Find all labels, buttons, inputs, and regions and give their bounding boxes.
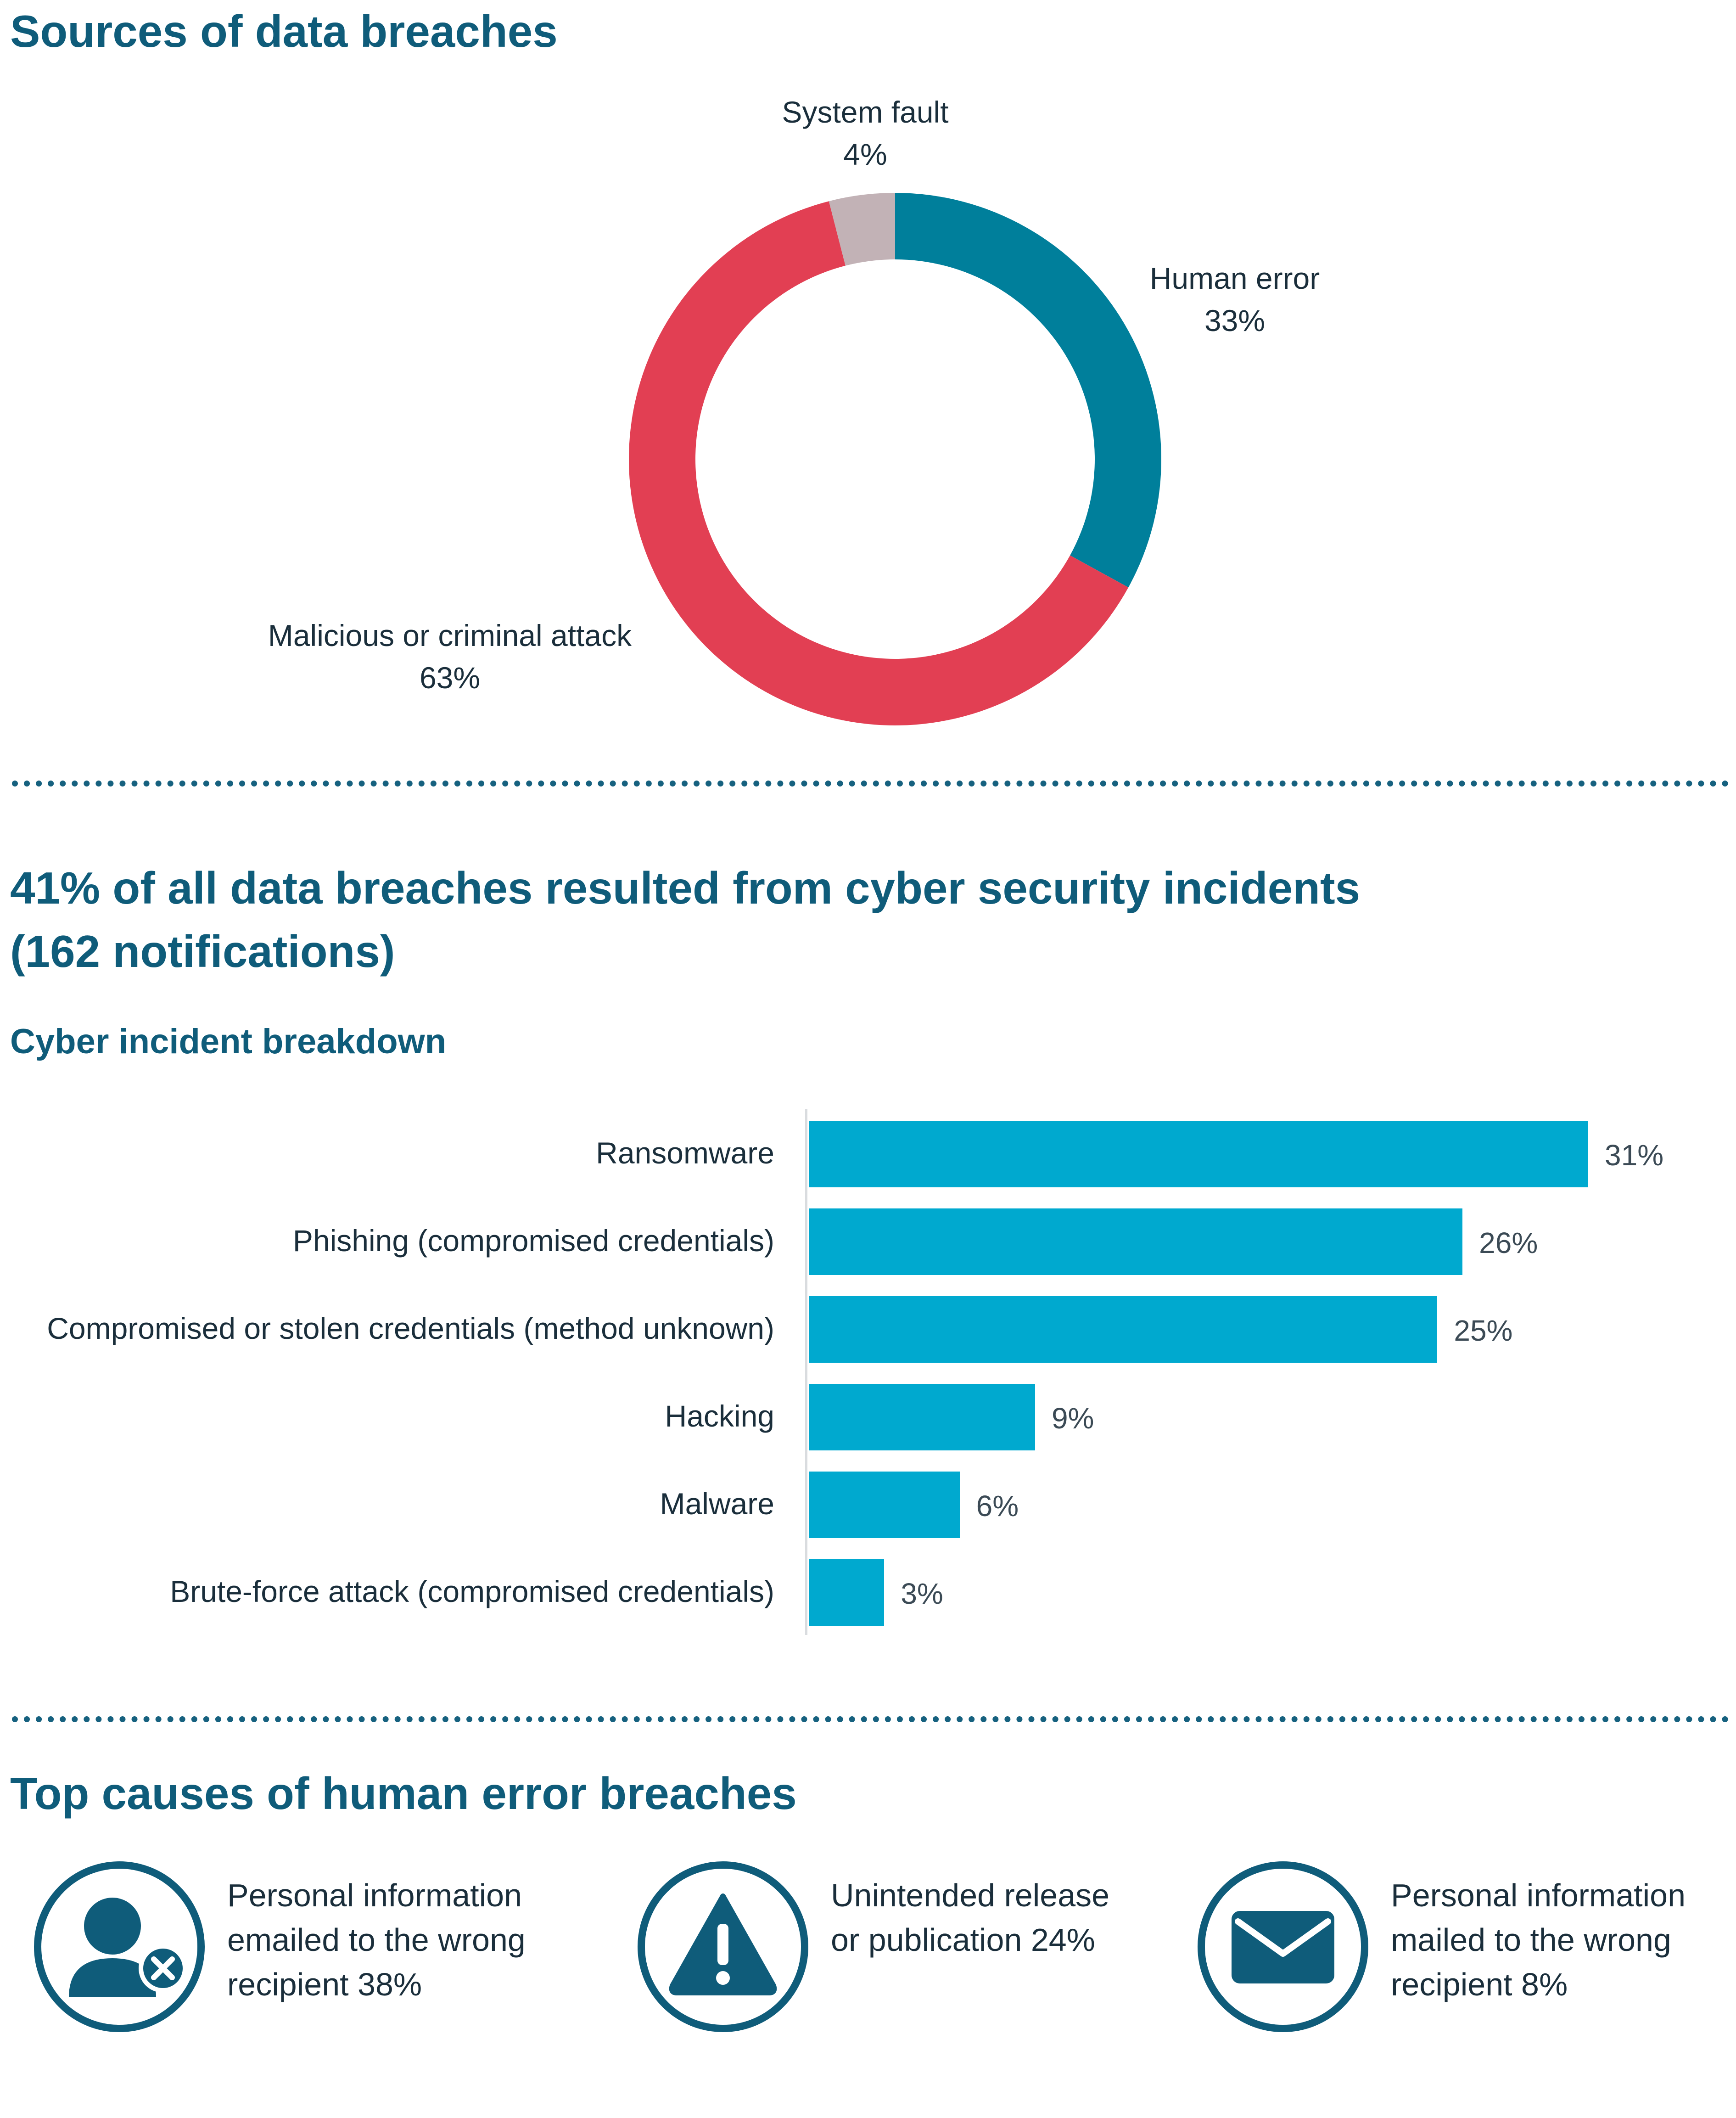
bar-chart-axis xyxy=(805,1109,807,1635)
donut-chart xyxy=(629,193,1161,725)
warning-icon xyxy=(638,1861,808,2032)
cause-mail-text: Personal information mailed to the wrong… xyxy=(1391,1873,1686,2007)
bar-1-value: 31% xyxy=(1605,1139,1664,1172)
human-error-title: Top causes of human error breaches xyxy=(10,1768,797,1819)
section-divider-1 xyxy=(12,781,1729,787)
bar-6-label: Brute-force attack (compromised credenti… xyxy=(170,1574,774,1608)
bar-3-rect xyxy=(809,1296,1438,1363)
cause-email-line-2: emailed to the wrong xyxy=(227,1922,526,1958)
bar-6-rect xyxy=(809,1559,885,1626)
bar-4-rect xyxy=(809,1384,1035,1450)
donut-slice-system-fault xyxy=(829,193,895,266)
bar-4-value: 9% xyxy=(1051,1402,1094,1435)
cause-release-line-1: Unintended release xyxy=(831,1877,1110,1913)
bar-6-value: 3% xyxy=(901,1577,943,1610)
cause-mail-line-3: recipient 8% xyxy=(1391,1966,1568,2002)
cyber-subtitle: Cyber incident breakdown xyxy=(10,1022,447,1061)
cause-email-line-3: recipient 38% xyxy=(227,1966,422,2002)
bar-5-label: Malware xyxy=(660,1487,774,1521)
donut-label-system-fault-name: System fault xyxy=(782,95,949,129)
envelope-icon xyxy=(1198,1861,1368,2032)
bar-1-label: Ransomware xyxy=(596,1136,774,1170)
donut-label-malicious-value: 63% xyxy=(419,661,481,695)
cause-mail-line-1: Personal information xyxy=(1391,1877,1686,1913)
donut-label-system-fault-value: 4% xyxy=(843,137,887,171)
cause-email-line-1: Personal information xyxy=(227,1877,522,1913)
cause-release-line-2: or publication 24% xyxy=(831,1922,1095,1958)
sources-title: Sources of data breaches xyxy=(10,6,558,56)
bar-5-rect xyxy=(809,1472,960,1538)
donut-label-system-fault: System fault 4% xyxy=(739,91,991,175)
bar-5-value: 6% xyxy=(976,1489,1019,1522)
cyber-title-line2: (162 notifications) xyxy=(10,926,395,977)
cause-email-text: Personal information emailed to the wron… xyxy=(227,1873,526,2007)
bar-1-rect xyxy=(809,1121,1588,1187)
bar-3-value: 25% xyxy=(1454,1314,1513,1347)
donut-label-human-error-value: 33% xyxy=(1204,303,1266,337)
cause-release-text: Unintended release or publication 24% xyxy=(831,1873,1109,1962)
donut-label-malicious-name: Malicious or criminal attack xyxy=(268,618,632,652)
cause-mail-line-2: mailed to the wrong xyxy=(1391,1922,1671,1958)
user-x-icon xyxy=(34,1861,205,2032)
donut-label-human-error: Human error 33% xyxy=(1120,257,1350,342)
bar-2-rect xyxy=(809,1208,1463,1275)
bar-2-label: Phishing (compromised credentials) xyxy=(292,1224,774,1258)
donut-label-malicious: Malicious or criminal attack 63% xyxy=(243,614,656,699)
bar-3-label: Compromised or stolen credentials (metho… xyxy=(47,1311,774,1345)
bar-2-value: 26% xyxy=(1479,1226,1538,1259)
cyber-title-line1: 41% of all data breaches resulted from c… xyxy=(10,863,1361,913)
bar-4-label: Hacking xyxy=(665,1399,774,1433)
donut-slice-human-error xyxy=(895,193,1161,588)
donut-label-human-error-name: Human error xyxy=(1149,261,1320,295)
section-divider-2 xyxy=(12,1716,1729,1722)
